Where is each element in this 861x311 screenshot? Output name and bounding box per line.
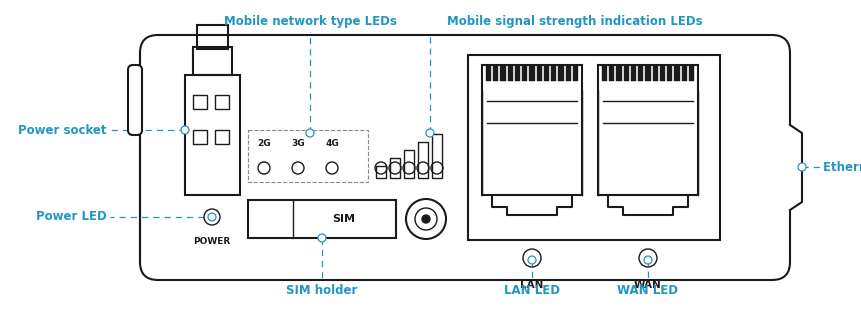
Text: LAN LED: LAN LED xyxy=(504,284,560,297)
Bar xyxy=(185,75,239,195)
Bar xyxy=(565,65,570,81)
Circle shape xyxy=(425,129,433,137)
Bar xyxy=(418,142,428,178)
Text: WAN LED: WAN LED xyxy=(616,284,678,297)
Circle shape xyxy=(797,163,805,171)
Text: SIM: SIM xyxy=(332,214,355,224)
Bar xyxy=(681,65,686,81)
Bar xyxy=(193,47,232,75)
Bar xyxy=(500,65,505,81)
FancyBboxPatch shape xyxy=(127,65,142,135)
Bar xyxy=(543,65,548,81)
Bar xyxy=(481,65,581,195)
Circle shape xyxy=(643,256,651,264)
Bar xyxy=(630,65,635,81)
Text: SIM holder: SIM holder xyxy=(286,284,357,297)
Circle shape xyxy=(181,126,189,134)
Text: POWER: POWER xyxy=(193,237,231,246)
Bar xyxy=(507,65,512,81)
Text: Power LED: Power LED xyxy=(36,211,107,224)
Text: WAN: WAN xyxy=(634,280,661,290)
Bar xyxy=(787,125,791,210)
Text: Mobile network type LEDs: Mobile network type LEDs xyxy=(223,15,396,28)
Text: Power socket: Power socket xyxy=(18,123,107,137)
Bar xyxy=(536,65,542,81)
Bar xyxy=(666,65,672,81)
Bar xyxy=(389,158,400,178)
Bar xyxy=(431,134,442,178)
Bar xyxy=(193,130,207,144)
Bar xyxy=(637,65,642,81)
Text: 4G: 4G xyxy=(325,140,338,148)
Bar xyxy=(486,65,491,81)
Text: Mobile signal strength indication LEDs: Mobile signal strength indication LEDs xyxy=(447,15,702,28)
Circle shape xyxy=(306,129,313,137)
Circle shape xyxy=(208,213,216,221)
Bar xyxy=(550,65,555,81)
Bar xyxy=(193,95,207,109)
Bar xyxy=(492,65,498,81)
Bar xyxy=(652,65,657,81)
Circle shape xyxy=(422,215,430,223)
Bar xyxy=(214,130,229,144)
Text: 2G: 2G xyxy=(257,140,270,148)
Circle shape xyxy=(528,256,536,264)
Bar xyxy=(609,65,614,81)
Bar xyxy=(514,65,519,81)
Bar xyxy=(598,65,697,195)
Bar xyxy=(529,65,534,81)
Bar xyxy=(522,65,527,81)
Circle shape xyxy=(318,234,325,242)
Bar xyxy=(404,150,413,178)
Bar xyxy=(468,55,719,240)
Bar xyxy=(375,166,386,178)
Bar xyxy=(645,65,650,81)
Bar xyxy=(558,65,563,81)
Bar xyxy=(572,65,578,81)
Bar xyxy=(248,130,368,182)
Bar xyxy=(673,65,678,81)
Bar xyxy=(616,65,621,81)
Bar xyxy=(623,65,629,81)
Bar xyxy=(688,65,693,81)
FancyBboxPatch shape xyxy=(139,35,789,280)
Bar xyxy=(197,25,228,49)
Text: Ethernet ports: Ethernet ports xyxy=(822,160,861,174)
Bar xyxy=(659,65,665,81)
Bar xyxy=(248,200,395,238)
Bar xyxy=(601,65,606,81)
Bar xyxy=(139,65,145,135)
Text: 3G: 3G xyxy=(291,140,305,148)
Text: LAN: LAN xyxy=(520,280,543,290)
Bar xyxy=(214,95,229,109)
